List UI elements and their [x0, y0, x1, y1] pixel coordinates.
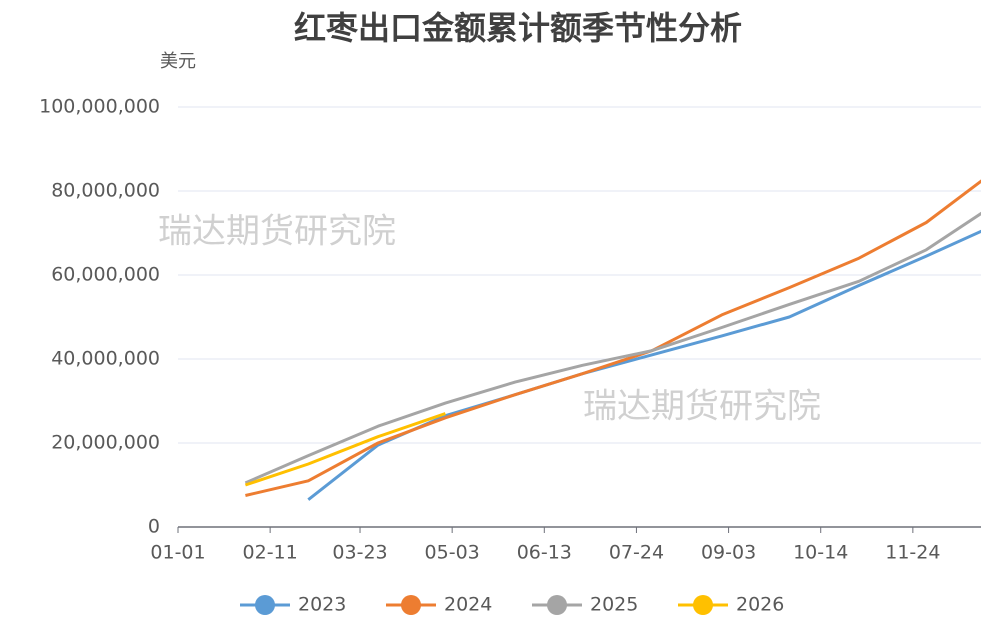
legend-label: 2023 — [298, 594, 346, 616]
x-tick-label: 07-24 — [609, 542, 664, 564]
y-tick-label: 20,000,000 — [51, 432, 160, 454]
y-tick-label: 0 — [148, 516, 160, 538]
x-tick-label: 10-14 — [793, 542, 848, 564]
watermark: 瑞达期货研究院 — [158, 212, 396, 252]
x-tick-label: 03-23 — [332, 542, 387, 564]
series-line — [307, 229, 981, 501]
series-line — [244, 412, 446, 487]
legend-label: 2024 — [444, 594, 492, 616]
legend-label: 2026 — [736, 594, 784, 616]
legend-marker — [255, 595, 275, 615]
x-tick-label: 05-03 — [425, 542, 480, 564]
x-tick-label: 01-01 — [150, 542, 205, 564]
x-tick-label: 06-13 — [517, 542, 572, 564]
series-line — [245, 179, 981, 497]
y-tick-label: 40,000,000 — [51, 348, 160, 370]
x-tick-label: 02-11 — [243, 542, 298, 564]
y-tick-label: 100,000,000 — [39, 96, 160, 118]
legend-marker — [693, 595, 713, 615]
y-tick-label: 60,000,000 — [51, 264, 160, 286]
y-axis-unit: 美元 — [160, 51, 196, 72]
legend-marker — [401, 595, 421, 615]
watermark: 瑞达期货研究院 — [583, 387, 821, 427]
x-tick-label: 11-24 — [885, 542, 940, 564]
legend-marker — [547, 595, 567, 615]
y-tick-label: 80,000,000 — [51, 180, 160, 202]
series-line — [244, 211, 981, 485]
chart-title: 红枣出口金额累计额季节性分析 — [294, 9, 742, 47]
legend-label: 2025 — [590, 594, 638, 616]
x-tick-label: 09-03 — [701, 542, 756, 564]
